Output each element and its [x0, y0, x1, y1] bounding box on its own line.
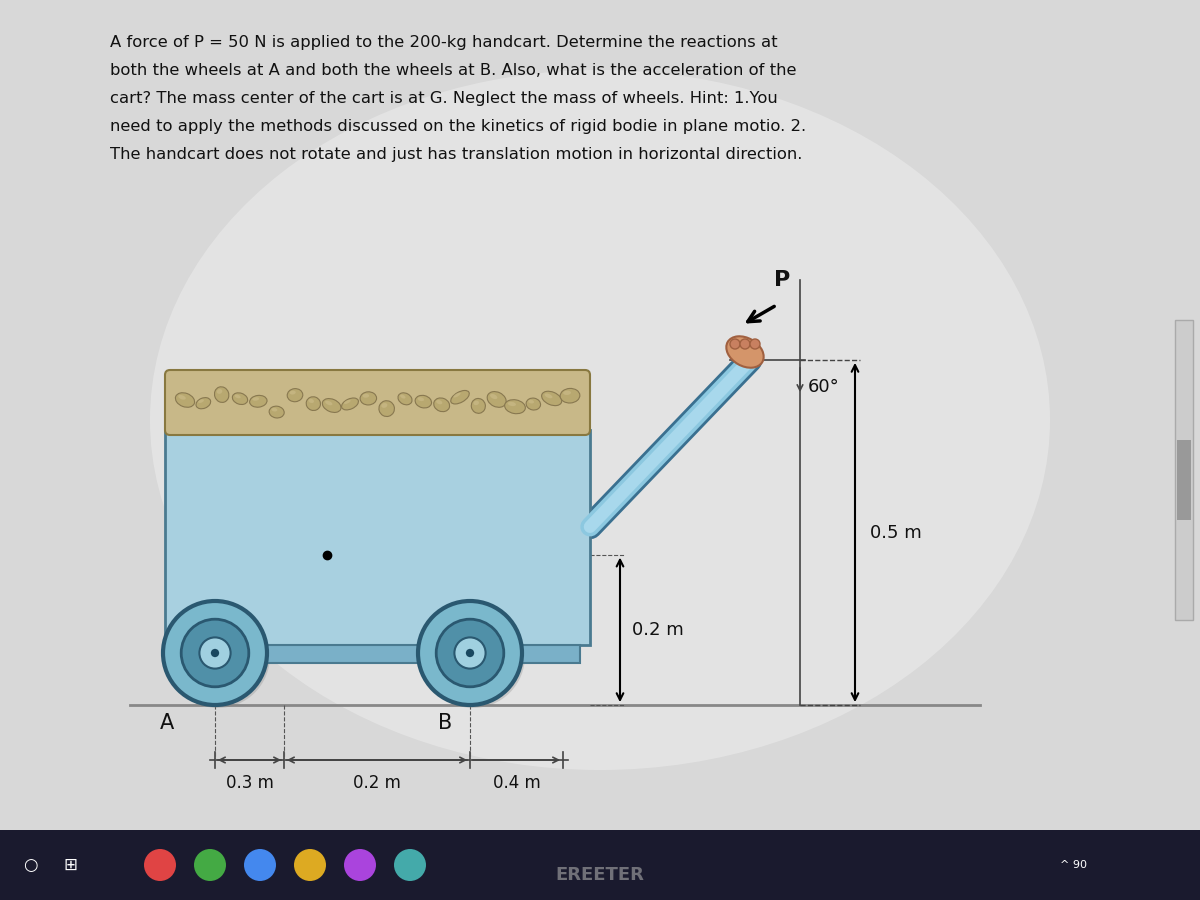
Circle shape	[740, 339, 750, 349]
Circle shape	[199, 637, 230, 669]
Circle shape	[211, 649, 220, 657]
Ellipse shape	[175, 392, 194, 408]
Ellipse shape	[362, 394, 370, 398]
Ellipse shape	[252, 397, 259, 400]
Ellipse shape	[271, 408, 277, 411]
Ellipse shape	[235, 394, 241, 399]
Bar	[175, 645, 580, 663]
Ellipse shape	[415, 395, 432, 408]
Text: 0.5 m: 0.5 m	[870, 524, 922, 542]
Ellipse shape	[306, 397, 320, 410]
Circle shape	[418, 601, 522, 705]
Text: 0.3 m: 0.3 m	[226, 774, 274, 792]
Ellipse shape	[382, 403, 388, 408]
Circle shape	[166, 604, 270, 708]
Text: 60°: 60°	[808, 378, 840, 396]
Text: B: B	[438, 713, 452, 733]
Ellipse shape	[474, 400, 479, 405]
Text: The handcart does not rotate and just has translation motion in horizontal direc: The handcart does not rotate and just ha…	[110, 147, 803, 162]
Circle shape	[244, 849, 276, 881]
Ellipse shape	[454, 392, 461, 398]
Ellipse shape	[342, 398, 359, 410]
Text: ○: ○	[23, 856, 37, 874]
Text: need to apply the methods discussed on the kinetics of rigid bodie in plane moti: need to apply the methods discussed on t…	[110, 119, 806, 134]
Circle shape	[294, 849, 326, 881]
Circle shape	[194, 849, 226, 881]
Ellipse shape	[400, 394, 406, 399]
Ellipse shape	[323, 399, 341, 412]
Text: G: G	[299, 544, 314, 562]
Ellipse shape	[418, 397, 424, 401]
Ellipse shape	[436, 400, 443, 404]
Text: A: A	[160, 713, 174, 733]
Ellipse shape	[344, 400, 350, 404]
Ellipse shape	[560, 389, 580, 403]
Text: 0.4 m: 0.4 m	[493, 774, 540, 792]
Text: cart? The mass center of the cart is at G. Neglect the mass of wheels. Hint: 1.Y: cart? The mass center of the cart is at …	[110, 91, 778, 106]
Text: both the wheels at A and both the wheels at B. Also, what is the acceleration of: both the wheels at A and both the wheels…	[110, 63, 797, 78]
Circle shape	[466, 649, 474, 657]
Ellipse shape	[198, 400, 204, 403]
Ellipse shape	[217, 389, 222, 394]
Ellipse shape	[487, 392, 506, 408]
Text: ⊞: ⊞	[64, 856, 77, 874]
Circle shape	[144, 849, 176, 881]
Ellipse shape	[379, 400, 395, 417]
Ellipse shape	[563, 391, 571, 395]
Circle shape	[181, 619, 248, 687]
Ellipse shape	[451, 391, 469, 404]
Circle shape	[750, 339, 760, 349]
Text: 0.2 m: 0.2 m	[632, 621, 684, 639]
Text: A force of P = 50 N is applied to the 200-kg handcart. Determine the reactions a: A force of P = 50 N is applied to the 20…	[110, 35, 778, 50]
Circle shape	[394, 849, 426, 881]
Bar	[1177, 440, 1190, 520]
Circle shape	[421, 604, 526, 708]
Ellipse shape	[287, 389, 302, 401]
Ellipse shape	[726, 337, 763, 368]
Text: EREETER: EREETER	[556, 866, 644, 884]
Ellipse shape	[508, 401, 516, 406]
Circle shape	[344, 849, 376, 881]
Text: ^ 90: ^ 90	[1060, 860, 1087, 870]
Circle shape	[730, 339, 740, 349]
Ellipse shape	[196, 398, 211, 409]
Bar	[166, 430, 590, 645]
Ellipse shape	[215, 387, 229, 402]
Bar	[0, 830, 1200, 900]
Ellipse shape	[490, 394, 497, 399]
Circle shape	[455, 637, 486, 669]
Ellipse shape	[472, 399, 485, 413]
Ellipse shape	[505, 400, 526, 414]
FancyBboxPatch shape	[166, 370, 590, 435]
Circle shape	[163, 601, 266, 705]
Ellipse shape	[233, 392, 247, 404]
Ellipse shape	[150, 70, 1050, 770]
Ellipse shape	[250, 395, 268, 407]
Ellipse shape	[179, 395, 186, 400]
Ellipse shape	[433, 398, 450, 411]
Ellipse shape	[526, 398, 540, 410]
Ellipse shape	[528, 400, 534, 403]
Ellipse shape	[541, 392, 562, 406]
Text: 0.2 m: 0.2 m	[353, 774, 401, 792]
Ellipse shape	[269, 406, 284, 418]
Ellipse shape	[398, 392, 412, 405]
Ellipse shape	[289, 391, 295, 394]
Ellipse shape	[545, 393, 552, 399]
Ellipse shape	[325, 400, 332, 405]
Ellipse shape	[308, 399, 314, 403]
Bar	[1175, 320, 1193, 620]
Ellipse shape	[360, 392, 377, 405]
Circle shape	[437, 619, 504, 687]
Text: P: P	[774, 270, 790, 290]
